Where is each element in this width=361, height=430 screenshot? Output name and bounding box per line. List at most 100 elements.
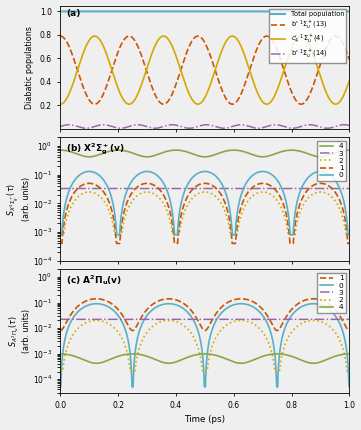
b' $^1\Sigma_u^+$(14): [58, 124, 62, 129]
Text: (c) $\mathbf{A^2\Pi_u(v)}$: (c) $\mathbf{A^2\Pi_u(v)}$: [66, 273, 122, 287]
4: [182, 148, 186, 154]
0: [196, 328, 200, 333]
b' $^1\Sigma_u^+$(13): [180, 64, 184, 69]
3: [347, 317, 352, 322]
2: [180, 322, 184, 327]
1: [58, 328, 62, 333]
2: [347, 369, 352, 374]
2: [268, 192, 273, 197]
3: [58, 186, 62, 191]
b' $^1\Sigma_u^+$(14): [342, 122, 346, 127]
0: [347, 232, 352, 237]
3: [338, 186, 343, 191]
3: [268, 317, 273, 322]
b' $^1\Sigma_u^+$(14): [324, 126, 328, 131]
$c_4'$ $^1\Sigma_u^+$(4): [347, 78, 352, 83]
Line: 0: 0: [60, 304, 349, 387]
Line: 0: 0: [60, 172, 349, 235]
Line: $c_4'$ $^1\Sigma_u^+$(4): $c_4'$ $^1\Sigma_u^+$(4): [60, 36, 349, 104]
4: [347, 147, 352, 153]
Total population: [58, 9, 62, 14]
1: [324, 182, 329, 187]
2: [182, 323, 186, 329]
4: [196, 352, 200, 357]
0: [268, 329, 273, 334]
Total population: [324, 9, 328, 14]
$c_4'$ $^1\Sigma_u^+$(4): [339, 98, 343, 103]
4: [339, 352, 343, 357]
4: [58, 351, 62, 356]
1: [196, 183, 200, 188]
X-axis label: Time (ps): Time (ps): [184, 415, 225, 424]
Text: (b) $\mathbf{X^2\Sigma_g^+(v)}$: (b) $\mathbf{X^2\Sigma_g^+(v)}$: [66, 141, 125, 157]
3: [347, 186, 352, 191]
$c_4'$ $^1\Sigma_u^+$(4): [182, 78, 186, 83]
b' $^1\Sigma_u^+$(13): [58, 34, 62, 39]
Legend: 4, 3, 2, 1, 0: 4, 3, 2, 1, 0: [317, 141, 346, 181]
1: [347, 241, 352, 246]
Total population: [182, 9, 186, 14]
Line: 1: 1: [60, 183, 349, 243]
1: [268, 183, 273, 188]
1: [182, 301, 186, 307]
Total population: [196, 9, 200, 14]
3: [58, 317, 62, 322]
$c_4'$ $^1\Sigma_u^+$(4): [92, 34, 97, 39]
Line: 4: 4: [60, 150, 349, 157]
b' $^1\Sigma_u^+$(13): [92, 101, 97, 107]
Line: 2: 2: [60, 320, 349, 372]
b' $^1\Sigma_u^+$(13): [268, 35, 273, 40]
0: [58, 384, 62, 390]
0: [58, 232, 62, 237]
1: [87, 181, 91, 186]
3: [179, 186, 184, 191]
2: [196, 191, 200, 197]
2: [182, 210, 186, 215]
$c_4'$ $^1\Sigma_u^+$(4): [58, 101, 62, 107]
0: [347, 384, 352, 390]
b' $^1\Sigma_u^+$(13): [182, 57, 186, 62]
Line: 4: 4: [60, 354, 349, 363]
2: [324, 190, 329, 196]
4: [180, 357, 184, 362]
4: [339, 149, 343, 154]
0: [324, 305, 329, 310]
2: [347, 232, 352, 237]
Text: (a): (a): [66, 9, 81, 18]
1: [58, 241, 62, 246]
4: [324, 154, 329, 159]
Total population: [179, 9, 184, 14]
2: [58, 232, 62, 237]
$c_4'$ $^1\Sigma_u^+$(4): [324, 90, 329, 95]
3: [179, 317, 184, 322]
1: [339, 315, 343, 320]
3: [182, 186, 186, 191]
b' $^1\Sigma_u^+$(13): [324, 45, 329, 50]
4: [180, 148, 184, 153]
1: [180, 300, 184, 305]
Total population: [268, 9, 273, 14]
0: [94, 301, 99, 306]
b' $^1\Sigma_u^+$(14): [196, 124, 200, 129]
0: [87, 169, 91, 174]
Line: 1: 1: [60, 299, 349, 331]
b' $^1\Sigma_u^+$(14): [325, 126, 329, 131]
1: [324, 300, 329, 305]
0: [180, 198, 184, 203]
Y-axis label: $S_{X^2\Sigma_g^+}(\tau)$
(arb. units): $S_{X^2\Sigma_g^+}(\tau)$ (arb. units): [5, 177, 31, 221]
4: [87, 154, 91, 160]
2: [87, 189, 91, 194]
4: [196, 153, 200, 158]
0: [196, 171, 200, 176]
0: [182, 190, 186, 195]
2: [58, 369, 62, 374]
3: [268, 186, 273, 191]
4: [94, 361, 99, 366]
$c_4'$ $^1\Sigma_u^+$(4): [196, 101, 200, 107]
0: [180, 305, 184, 310]
Y-axis label: $S_{A^2\Pi_u}(\tau)$
(arb. units): $S_{A^2\Pi_u}(\tau)$ (arb. units): [7, 309, 31, 353]
b' $^1\Sigma_u^+$(14): [268, 123, 273, 128]
4: [268, 153, 273, 158]
1: [339, 200, 343, 205]
b' $^1\Sigma_u^+$(14): [182, 125, 186, 130]
